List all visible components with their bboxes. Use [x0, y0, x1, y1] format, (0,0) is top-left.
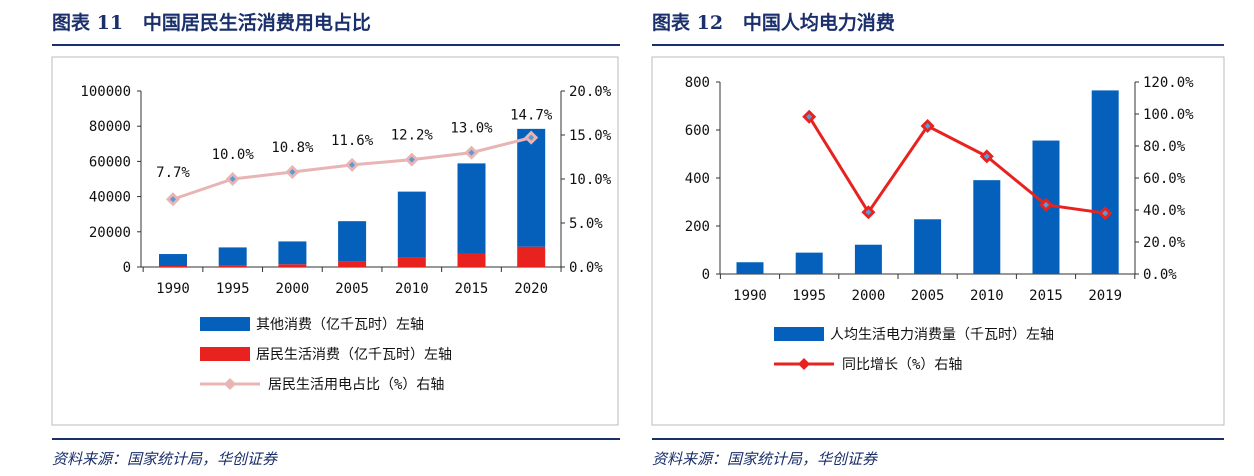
- x-tick-label: 2019: [1088, 288, 1122, 304]
- marker-center: [289, 168, 296, 175]
- y2-tick-label: 10.0%: [569, 172, 612, 188]
- x-tick-label: 2020: [514, 281, 548, 297]
- chart-11-title: 图表 11 中国居民生活消费用电占比: [52, 12, 371, 34]
- source-rule: [52, 438, 620, 440]
- bar-main: [914, 219, 942, 274]
- chart-frame: [651, 56, 1225, 426]
- bar-main: [278, 241, 307, 265]
- bar-residential: [278, 264, 307, 267]
- legend-label: 同比增长（%）右轴: [842, 357, 962, 373]
- data-label: 10.0%: [212, 147, 255, 163]
- bar-main: [795, 252, 823, 274]
- y-tick-label: 100000: [80, 84, 131, 100]
- y2-tick-label: 15.0%: [569, 128, 612, 144]
- marker-center: [1102, 210, 1109, 217]
- x-tick-label: 2015: [455, 281, 489, 297]
- marker-center: [806, 113, 813, 120]
- y2-tick-label: 20.0%: [1143, 235, 1186, 251]
- y2-tick-label: 20.0%: [569, 84, 612, 100]
- y-tick-label: 0: [702, 267, 710, 283]
- x-tick-label: 1990: [156, 281, 190, 297]
- bar-main: [854, 244, 882, 274]
- marker-center: [349, 161, 356, 168]
- data-label: 14.7%: [510, 108, 553, 124]
- y-tick-label: 80000: [89, 119, 131, 135]
- bar-main: [1091, 90, 1119, 275]
- data-label: 10.8%: [271, 140, 314, 156]
- y-tick-label: 800: [685, 75, 710, 91]
- y2-tick-label: 5.0%: [569, 216, 603, 232]
- x-tick-label: 2015: [1029, 288, 1063, 304]
- bar-residential: [457, 253, 486, 267]
- legend-label: 人均生活电力消费量（千瓦时）左轴: [830, 327, 1054, 343]
- data-label: 11.6%: [331, 133, 374, 149]
- marker-center: [468, 149, 475, 156]
- y2-tick-label: 100.0%: [1143, 107, 1194, 123]
- bar-residential: [517, 246, 546, 267]
- marker-center: [924, 123, 931, 129]
- data-label: 7.7%: [156, 165, 190, 181]
- bar-main: [159, 254, 187, 266]
- y2-tick-label: 60.0%: [1143, 171, 1186, 187]
- x-tick-label: 2010: [970, 288, 1004, 304]
- bar-main: [973, 180, 1001, 274]
- y2-tick-label: 80.0%: [1143, 139, 1186, 155]
- data-label: 13.0%: [450, 121, 493, 137]
- title-rule: [652, 44, 1224, 46]
- source-note: 资料来源：国家统计局，华创证券: [52, 450, 278, 468]
- legend-swatch: [774, 327, 824, 341]
- data-label: 12.2%: [391, 128, 434, 144]
- title-rule: [52, 44, 620, 46]
- bar-residential: [218, 265, 247, 267]
- bar-main: [397, 191, 426, 258]
- x-tick-label: 1990: [733, 288, 767, 304]
- series-line: [807, 115, 1106, 215]
- marker-center: [528, 134, 535, 141]
- y2-tick-label: 120.0%: [1143, 75, 1194, 91]
- bar-residential: [338, 261, 367, 267]
- legend-label: 居民生活消费（亿千瓦时）左轴: [256, 347, 452, 363]
- y2-tick-label: 40.0%: [1143, 203, 1186, 219]
- chart-12-title: 图表 12 中国人均电力消费: [652, 12, 895, 34]
- marker-center: [229, 176, 236, 182]
- chart-frame: [51, 56, 619, 426]
- marker-center: [170, 196, 176, 203]
- bar-main: [457, 163, 486, 254]
- x-tick-label: 1995: [216, 281, 250, 297]
- x-tick-label: 1995: [792, 288, 826, 304]
- legend-marker: [224, 378, 236, 390]
- bar-main: [517, 128, 546, 247]
- x-tick-label: 2000: [852, 288, 886, 304]
- y-tick-label: 0: [123, 260, 131, 276]
- y-tick-label: 600: [685, 123, 710, 139]
- y-tick-label: 40000: [89, 190, 131, 206]
- marker-center: [865, 209, 872, 216]
- x-tick-label: 2005: [911, 288, 945, 304]
- x-tick-label: 2005: [335, 281, 369, 297]
- legend-marker: [798, 358, 810, 370]
- y-tick-label: 400: [685, 171, 710, 187]
- bar-main: [218, 247, 247, 266]
- y2-tick-label: 0.0%: [569, 260, 603, 276]
- y-tick-label: 20000: [89, 225, 131, 241]
- marker-center: [408, 156, 415, 163]
- x-tick-label: 2010: [395, 281, 429, 297]
- marker-center: [1043, 201, 1049, 208]
- y-tick-label: 200: [685, 219, 710, 235]
- legend-swatch: [200, 347, 250, 361]
- bar-residential: [397, 257, 426, 267]
- y-tick-label: 60000: [89, 154, 131, 170]
- legend-label: 其他消费（亿千瓦时）左轴: [256, 317, 424, 333]
- bar-main: [338, 221, 367, 262]
- x-tick-label: 2000: [276, 281, 310, 297]
- bar-residential: [159, 265, 187, 267]
- marker-center: [983, 153, 990, 160]
- y2-tick-label: 0.0%: [1143, 267, 1177, 283]
- source-rule: [652, 438, 1224, 440]
- source-note: 资料来源：国家统计局，华创证券: [652, 450, 878, 468]
- bar-main: [736, 262, 764, 274]
- legend-swatch: [200, 317, 250, 331]
- legend-label: 居民生活用电占比（%）右轴: [268, 377, 444, 393]
